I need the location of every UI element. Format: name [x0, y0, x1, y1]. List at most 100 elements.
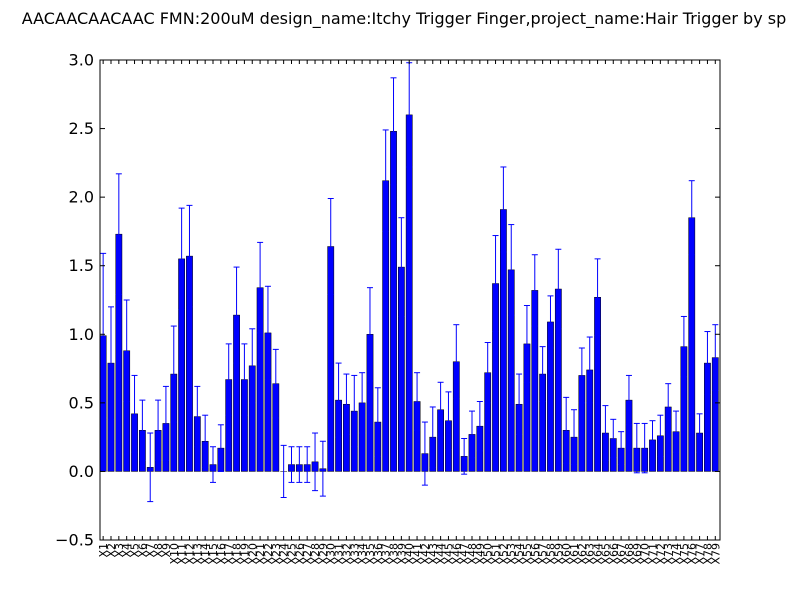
x-tick-X9: X9 [160, 60, 173, 558]
x-tick-label: X71 [647, 543, 660, 565]
x-tick-label: X59 [552, 543, 565, 565]
x-tick-X16: X16 [215, 60, 228, 565]
x-tick-X32: X32 [340, 60, 353, 565]
y-tick: 0.0 [69, 462, 720, 481]
x-tick-X43: X43 [427, 60, 440, 565]
x-tick-X70: X70 [639, 60, 652, 565]
x-tick-X5: X5 [129, 60, 142, 558]
bar-X76 [688, 217, 696, 472]
x-tick-label: X76 [686, 543, 699, 565]
x-tick-label: X62 [576, 543, 589, 565]
x-tick-X50: X50 [482, 60, 495, 565]
x-tick-label: X34 [356, 543, 369, 565]
error-bar-X53 [508, 224, 515, 316]
error-bar-X32 [343, 373, 350, 435]
x-tick-label: X16 [215, 543, 228, 565]
x-tick-label: X3 [113, 543, 126, 558]
x-tick-X62: X62 [576, 60, 589, 565]
x-tick-label: X56 [529, 543, 542, 565]
x-tick-X69: X69 [631, 60, 644, 565]
error-bar-X46 [453, 324, 460, 400]
x-tick-label: X24 [278, 543, 291, 565]
x-tick-label: X1 [97, 543, 110, 558]
x-tick-label: X17 [223, 543, 236, 565]
x-tick-label: X6 [136, 543, 149, 558]
x-tick-X27: X27 [301, 60, 314, 565]
x-tick-X51: X51 [490, 60, 503, 565]
error-bar-X56 [531, 254, 538, 327]
x-tick-X38: X38 [388, 60, 401, 565]
error-bar-X76 [688, 180, 695, 256]
x-tick-X47: X47 [458, 60, 471, 565]
x-tick-X34: X34 [356, 60, 369, 565]
x-tick-label: X10 [168, 543, 181, 565]
error-bar-X35 [366, 287, 373, 382]
error-bar-X47 [461, 438, 468, 475]
x-tick-label: X20 [246, 543, 259, 565]
x-tick-X18: X18 [231, 60, 244, 565]
x-tick-X25: X25 [285, 60, 298, 565]
x-tick-label: X15 [207, 543, 220, 565]
x-tick-X57: X57 [537, 60, 550, 565]
x-tick-label: X14 [199, 543, 212, 565]
error-bar-X21 [257, 241, 264, 334]
chart-title: AACAACAACAAC FMN:200uM design_name:Itchy… [22, 9, 787, 29]
y-tick: 0.5 [69, 393, 720, 412]
error-bar-X45 [445, 391, 452, 450]
error-bar-X58 [547, 295, 554, 349]
error-bar-X3 [115, 173, 122, 296]
y-tick-label: 0.5 [69, 393, 94, 412]
x-tick-label: X49 [474, 543, 487, 565]
x-tick-label: X69 [631, 543, 644, 565]
x-tick-label: X66 [607, 543, 620, 565]
x-tick-label: X31 [333, 543, 346, 565]
x-tick-label: X51 [490, 543, 503, 565]
x-tick-X76: X76 [686, 60, 699, 565]
x-tick-label: X38 [388, 543, 401, 565]
error-bar-X15 [210, 446, 217, 483]
x-tick-X74: X74 [670, 60, 683, 565]
x-tick-label: X35 [364, 543, 377, 565]
error-bar-X27 [304, 446, 311, 483]
error-bar-X28 [312, 432, 319, 492]
error-bar-X31 [335, 362, 342, 438]
error-bar-X23 [272, 348, 279, 419]
x-tick-X6: X6 [136, 60, 149, 558]
x-tick-label: X29 [317, 543, 330, 565]
x-tick-X31: X31 [333, 60, 346, 565]
error-bar-X16 [217, 424, 224, 472]
x-tick-X60: X60 [560, 60, 573, 565]
error-bar-X70 [641, 422, 648, 474]
error-bar-X52 [500, 166, 507, 253]
x-tick-X29: X29 [317, 60, 330, 565]
y-tick: 1.0 [69, 325, 720, 344]
error-bar-X24 [280, 444, 287, 498]
error-bar-X10 [170, 325, 177, 423]
error-bar-X57 [539, 346, 546, 402]
error-bar-X18 [233, 266, 240, 364]
error-bar-X69 [633, 422, 640, 474]
x-tick-X39: X39 [395, 60, 408, 565]
error-bar-X13 [194, 385, 201, 448]
error-bar-X26 [296, 446, 303, 483]
x-tick-label: X64 [592, 543, 605, 565]
x-tick-X56: X56 [529, 60, 542, 565]
x-tick-label: X9 [160, 543, 173, 558]
x-tick-X2: X2 [105, 60, 118, 558]
y-tick-label: 0.0 [69, 462, 94, 481]
x-tick-X26: X26 [293, 60, 306, 565]
x-tick-X1: X1 [97, 60, 110, 558]
x-tick-label: X63 [584, 543, 597, 565]
x-tick-label: X74 [670, 543, 683, 565]
x-tick-label: X25 [285, 543, 298, 565]
x-tick-X10: X10 [168, 60, 181, 565]
x-tick-label: X50 [482, 543, 495, 565]
x-tick-label: X61 [568, 543, 581, 565]
x-tick-label: X60 [560, 543, 573, 565]
x-tick-X41: X41 [411, 60, 424, 565]
x-tick-label: X23 [270, 543, 283, 565]
error-bar-X29 [319, 440, 326, 497]
x-tick-label: X11 [176, 543, 189, 565]
x-tick-X14: X14 [199, 60, 212, 565]
x-tick-X19: X19 [238, 60, 251, 565]
